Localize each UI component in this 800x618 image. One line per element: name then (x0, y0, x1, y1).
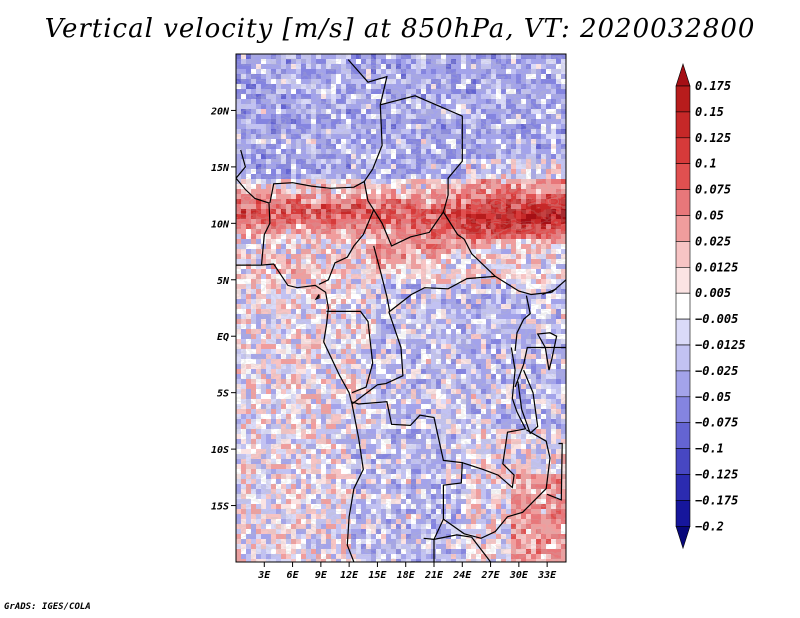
chart-title: Vertical velocity [m/s] at 850hPa, VT: 2… (44, 14, 756, 44)
map-area (236, 54, 566, 562)
